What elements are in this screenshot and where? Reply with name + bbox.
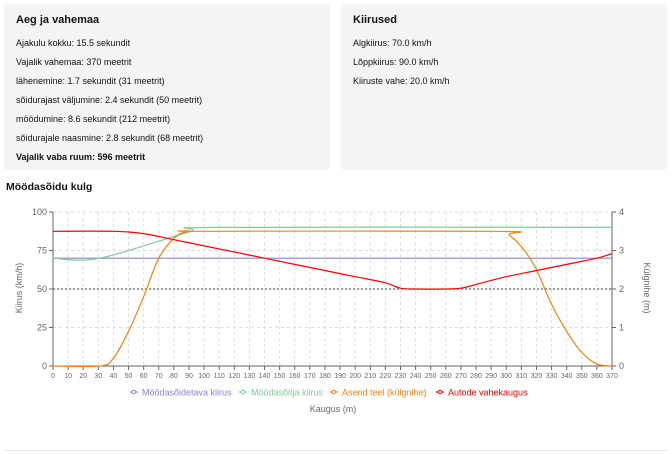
speeds-title: Kiirused xyxy=(353,14,398,26)
x-tick-label: 110 xyxy=(214,373,225,380)
y-left-tick-label: 0 xyxy=(42,361,47,371)
x-tick-label: 190 xyxy=(334,373,346,380)
chart-grid xyxy=(52,211,613,367)
x-tick-label: 150 xyxy=(274,373,286,380)
speeds-card: Kiirused Algkiirus: 70.0 km/h Lõppkiirus… xyxy=(341,4,667,170)
x-tick-label: 300 xyxy=(500,373,512,380)
x-tick-label: 240 xyxy=(410,373,422,380)
x-tick-label: 10 xyxy=(64,373,72,380)
series-lateral-position xyxy=(52,230,613,368)
y-right-tick-label: 2 xyxy=(619,284,624,294)
x-tick-label: 370 xyxy=(606,373,618,380)
x-tick-label: 270 xyxy=(455,373,467,380)
legend-label-gap: Autode vahekaugus xyxy=(448,388,528,398)
summary-title: Aeg ja vahemaa xyxy=(16,14,100,26)
y-right-tick-label: 3 xyxy=(619,246,624,256)
x-tick-label: 340 xyxy=(561,373,573,380)
total-time: Ajakulu kokku: 15.5 sekundit xyxy=(16,38,131,48)
chart-section-title: Möödasõidu kulg xyxy=(6,181,93,193)
x-tick-label: 20 xyxy=(79,373,87,380)
required-free-space: Vajalik vaba ruum: 596 meetrit xyxy=(16,152,146,162)
legend-label-overtaker-speed: Möödasõitja kiirus xyxy=(251,388,324,398)
x-tick-label: 30 xyxy=(94,373,102,380)
x-tick-label: 290 xyxy=(485,373,497,380)
chart-series xyxy=(52,226,613,368)
x-tick-label: 80 xyxy=(170,373,178,380)
x-tick-label: 130 xyxy=(244,373,256,380)
x-tick-label: 210 xyxy=(364,373,376,380)
x-tick-label: 0 xyxy=(51,373,55,380)
y-right-tick-label: 1 xyxy=(619,323,624,333)
chart-axes: 0 10 20 30 40 50 60 70 80 90 100 110 120 130 140 150 160… xyxy=(32,207,624,380)
legend-marker-overtaker-speed xyxy=(240,389,246,395)
bottom-divider xyxy=(4,450,668,451)
x-tick-label: 280 xyxy=(470,373,482,380)
x-tick-label: 120 xyxy=(228,373,240,380)
x-tick-label: 230 xyxy=(395,373,407,380)
series-gap xyxy=(52,230,613,290)
required-distance: Vajalik vahemaa: 370 meetrit xyxy=(16,57,132,67)
summary-card: Aeg ja vahemaa Ajakulu kokku: 15.5 sekun… xyxy=(4,4,330,170)
approach-phase: lähenemine: 1.7 sekundit (31 meetrit) xyxy=(16,76,165,86)
x-tick-label: 200 xyxy=(349,373,361,380)
x-tick-label: 310 xyxy=(516,373,528,380)
final-speed: Lõppkiirus: 90.0 km/h xyxy=(353,57,439,67)
x-tick-label: 40 xyxy=(110,373,118,380)
x-axis-label: Kaugus (m) xyxy=(310,404,357,414)
x-tick-label: 140 xyxy=(259,373,271,380)
x-tick-label: 350 xyxy=(576,373,588,380)
x-tick-label: 180 xyxy=(319,373,331,380)
x-tick-label: 250 xyxy=(425,373,437,380)
x-tick-label: 60 xyxy=(140,373,148,380)
x-tick-label: 330 xyxy=(546,373,558,380)
x-tick-label: 260 xyxy=(440,373,452,380)
x-tick-label: 90 xyxy=(185,373,193,380)
x-tick-label: 160 xyxy=(289,373,301,380)
legend-label-lateral-position: Asend teel (külgnihe) xyxy=(342,388,427,398)
overtaking-chart: 0 10 20 30 40 50 60 70 80 90 100 110 120 130 140 150 160… xyxy=(14,207,652,414)
passing-phase: möödumine: 8.6 sekundit (212 meetrit) xyxy=(16,114,171,124)
y-axis-right-label: Külgnihe (m) xyxy=(642,262,652,313)
y-axis-left-label: Kiirus (km/h) xyxy=(14,263,24,314)
x-tick-label: 320 xyxy=(531,373,543,380)
x-tick-label: 360 xyxy=(591,373,603,380)
speed-difference: Kiiruste vahe: 20.0 km/h xyxy=(353,76,450,86)
legend-marker-gap xyxy=(437,389,443,395)
legend-marker-overtaken-speed xyxy=(131,389,137,395)
legend-label-overtaken-speed: Möödasõidetava kiirus xyxy=(142,388,232,398)
y-right-tick-label: 0 xyxy=(619,361,624,371)
lane-return-phase: sõidurajale naasmine: 2.8 sekundit (68 m… xyxy=(16,133,204,143)
initial-speed: Algkiirus: 70.0 km/h xyxy=(353,38,432,48)
y-right-tick-label: 4 xyxy=(619,207,624,217)
x-tick-label: 70 xyxy=(155,373,163,380)
y-left-tick-label: 25 xyxy=(37,323,47,333)
x-tick-label: 220 xyxy=(380,373,392,380)
lane-exit-phase: sõidurajast väljumine: 2.4 sekundit (50 … xyxy=(16,95,203,105)
chart-legend: Möödasõidetava kiirus Möödasõitja kiirus A… xyxy=(130,388,528,398)
y-left-tick-label: 100 xyxy=(32,207,47,217)
series-overtaker-speed xyxy=(52,226,613,261)
y-left-tick-label: 50 xyxy=(37,284,47,294)
y-left-tick-label: 75 xyxy=(37,246,47,256)
legend-marker-lateral-position xyxy=(331,389,337,395)
x-tick-label: 100 xyxy=(198,373,210,380)
x-tick-label: 170 xyxy=(304,373,316,380)
x-tick-label: 50 xyxy=(125,373,133,380)
